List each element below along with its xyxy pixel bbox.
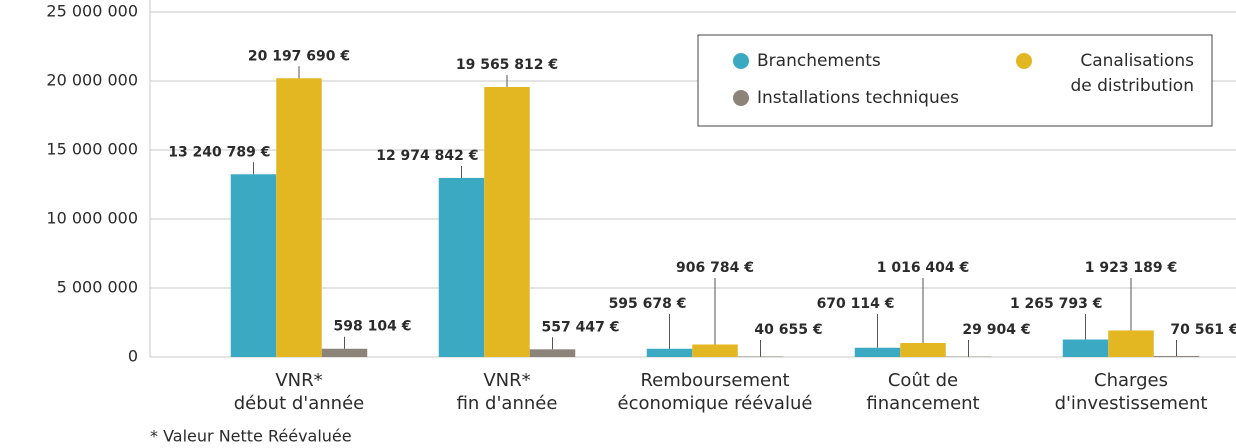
bar bbox=[1062, 339, 1109, 357]
value-label: 29 904 € bbox=[962, 322, 1030, 338]
legend-box bbox=[697, 34, 1213, 127]
y-tick-label: 15 000 000 bbox=[46, 140, 138, 159]
y-tick-label: 25 000 000 bbox=[46, 2, 138, 21]
legend-label: Branchements bbox=[757, 51, 881, 71]
value-label: 12 974 842 € bbox=[376, 148, 478, 164]
value-label: 1 016 404 € bbox=[877, 260, 970, 276]
value-label: 598 104 € bbox=[334, 319, 412, 335]
y-tick-label: 10 000 000 bbox=[46, 209, 138, 228]
value-label: 20 197 690 € bbox=[248, 48, 350, 64]
x-tick-label: VNR* début d'année bbox=[234, 370, 364, 414]
value-label: 1 265 793 € bbox=[1010, 296, 1103, 312]
value-label: 595 678 € bbox=[609, 296, 687, 312]
x-tick-label: Remboursement économique réévalué bbox=[618, 370, 813, 414]
bar bbox=[438, 177, 485, 357]
bar bbox=[276, 78, 322, 357]
legend-swatch bbox=[733, 53, 749, 69]
bar bbox=[854, 347, 901, 357]
x-tick-label: VNR* fin d'année bbox=[457, 370, 558, 414]
value-label: 1 923 189 € bbox=[1085, 260, 1178, 276]
bar bbox=[230, 174, 277, 357]
bar bbox=[529, 349, 576, 357]
value-label: 19 565 812 € bbox=[456, 57, 558, 73]
y-tick-label: 20 000 000 bbox=[46, 71, 138, 90]
bar bbox=[737, 356, 784, 357]
value-label: 40 655 € bbox=[754, 322, 822, 338]
value-label: 906 784 € bbox=[676, 260, 754, 276]
value-label: 13 240 789 € bbox=[168, 144, 270, 160]
y-tick-label: 0 bbox=[128, 347, 138, 366]
x-tick-label: Charges d'investissement bbox=[1055, 370, 1208, 414]
legend-label: Installations techniques bbox=[757, 88, 959, 108]
value-label: 557 447 € bbox=[542, 319, 620, 335]
footnote: * Valeur Nette Réévaluée bbox=[150, 427, 352, 446]
legend-swatch bbox=[1016, 53, 1032, 69]
bar bbox=[646, 348, 693, 357]
value-label: 670 114 € bbox=[817, 296, 895, 312]
bar bbox=[1108, 330, 1154, 357]
legend-swatch bbox=[733, 90, 749, 106]
bar bbox=[1153, 356, 1200, 357]
bar bbox=[900, 342, 946, 357]
value-label: 70 561 € bbox=[1170, 322, 1236, 338]
bar bbox=[692, 344, 738, 357]
y-tick-label: 5 000 000 bbox=[57, 278, 138, 297]
legend-label: Canalisations de distribution bbox=[1070, 51, 1194, 96]
bar bbox=[484, 86, 530, 357]
bar bbox=[321, 348, 368, 357]
x-tick-label: Coût de financement bbox=[866, 370, 979, 414]
